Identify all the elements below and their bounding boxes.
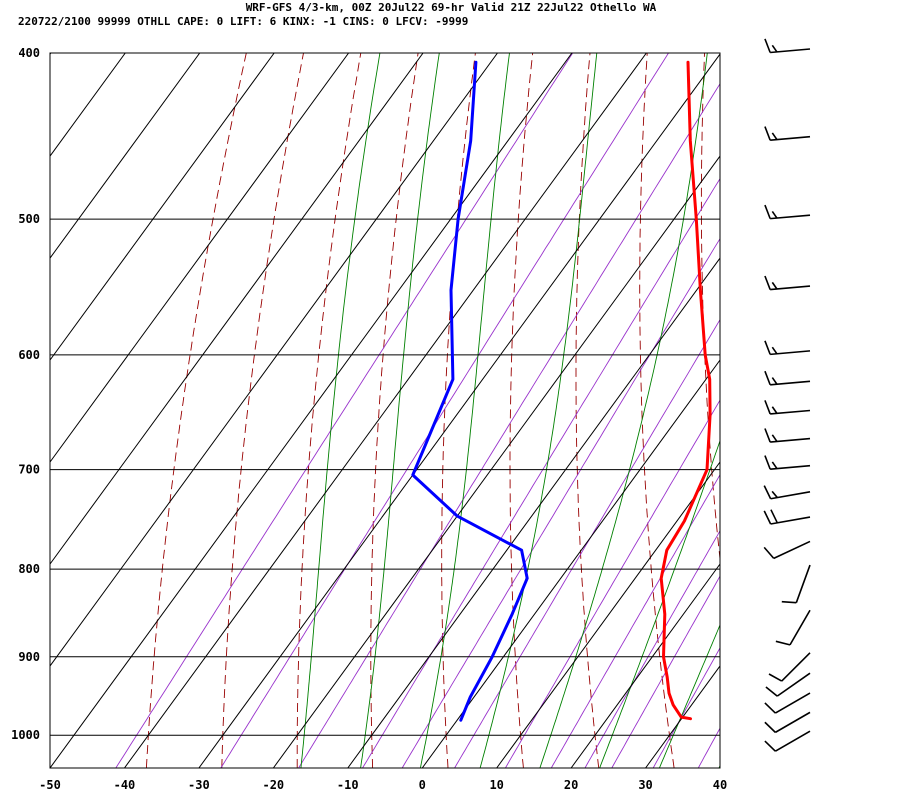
wind-barbs bbox=[763, 38, 811, 752]
wind-barb bbox=[768, 652, 811, 682]
dry-adiabat bbox=[761, 53, 825, 768]
plot-clip-group bbox=[50, 53, 900, 768]
mixing-ratio-line bbox=[220, 53, 669, 768]
wind-barb bbox=[764, 400, 811, 415]
isotherm bbox=[50, 53, 573, 768]
x-tick-label: 20 bbox=[564, 778, 578, 792]
y-tick-label: 700 bbox=[18, 463, 40, 477]
dry-adiabat bbox=[221, 53, 304, 768]
dry-adiabat bbox=[575, 53, 600, 768]
plot-area bbox=[49, 52, 900, 769]
moist-adiabat bbox=[419, 53, 510, 768]
header-line-2: 220722/2100 99999 OTHLL CAPE: 0 LIFT: 6 … bbox=[18, 15, 468, 28]
x-tick-label: -40 bbox=[114, 778, 136, 792]
x-tick-label: -30 bbox=[188, 778, 210, 792]
mixing-ratio-line bbox=[454, 318, 720, 768]
isotherm bbox=[421, 359, 720, 768]
dry-adiabat bbox=[441, 53, 476, 768]
x-tick-label: 40 bbox=[713, 778, 727, 792]
wind-barb bbox=[764, 455, 811, 470]
x-tick-label: 10 bbox=[489, 778, 503, 792]
wind-barb bbox=[765, 672, 811, 697]
dry-adiabat bbox=[876, 53, 900, 768]
mixing-ratio-line bbox=[298, 82, 720, 768]
isotherm bbox=[496, 461, 720, 768]
y-tick-label: 500 bbox=[18, 212, 40, 226]
moist-adiabat bbox=[360, 53, 440, 768]
isotherm bbox=[272, 155, 720, 768]
wind-barb bbox=[763, 485, 811, 500]
isotherm bbox=[50, 53, 424, 565]
mixing-ratio-line bbox=[550, 473, 720, 768]
wind-barb bbox=[764, 340, 811, 356]
dry-adiabat bbox=[700, 53, 720, 564]
dry-adiabat bbox=[370, 53, 419, 768]
temperature-trace bbox=[659, 60, 712, 721]
mixing-ratio-line bbox=[611, 575, 720, 768]
isotherm bbox=[50, 53, 201, 259]
dry-adiabat bbox=[639, 53, 675, 768]
moist-adiabat bbox=[658, 623, 720, 768]
x-tick-label: -50 bbox=[39, 778, 61, 792]
wind-barb bbox=[764, 370, 811, 386]
wind-barb bbox=[763, 540, 811, 560]
y-tick-label: 600 bbox=[18, 348, 40, 362]
x-tick-label: 30 bbox=[638, 778, 652, 792]
header-line-1: WRF-GFS 4/3-km, 00Z 20Jul22 69-hr Valid … bbox=[246, 1, 657, 14]
isotherm bbox=[347, 257, 720, 768]
wind-barb bbox=[764, 38, 811, 54]
x-tick-label: 0 bbox=[419, 778, 426, 792]
mixing-ratio-line bbox=[115, 53, 574, 768]
wind-barb bbox=[764, 204, 811, 220]
mixing-ratio-line bbox=[584, 529, 720, 768]
isotherm bbox=[50, 53, 350, 463]
dry-adiabat bbox=[509, 53, 534, 768]
wind-barb bbox=[781, 564, 811, 604]
wind-barb bbox=[775, 609, 811, 646]
isotherm bbox=[570, 563, 720, 768]
wind-barb bbox=[764, 126, 811, 141]
y-tick-label: 800 bbox=[18, 562, 40, 576]
y-tick-label: 400 bbox=[18, 46, 40, 60]
mixing-ratio-line bbox=[652, 647, 720, 768]
wind-barb bbox=[764, 711, 811, 734]
mixing-ratio-line bbox=[697, 727, 720, 768]
axis-tick-labels: -50 -40 -30 -20 -10 0 10 20 30 40 400 500 600 700 800 9… bbox=[11, 46, 727, 792]
x-tick-label: -10 bbox=[337, 778, 359, 792]
wind-barb bbox=[764, 428, 811, 443]
moist-adiabat bbox=[479, 53, 598, 768]
wind-barb bbox=[763, 509, 811, 525]
dry-adiabat bbox=[819, 53, 900, 768]
x-tick-label: -20 bbox=[262, 778, 284, 792]
isotherm bbox=[50, 53, 275, 361]
plot-frame bbox=[49, 52, 721, 769]
moist-adiabat bbox=[300, 53, 381, 768]
y-tick-label: 900 bbox=[18, 650, 40, 664]
isotherm bbox=[124, 53, 647, 768]
mixing-ratio-line bbox=[505, 399, 720, 768]
dewpoint-trace bbox=[411, 60, 529, 722]
isotherm bbox=[50, 53, 498, 667]
moist-adiabat bbox=[539, 53, 708, 768]
dry-adiabat bbox=[296, 53, 362, 768]
y-tick-label: 1000 bbox=[11, 728, 40, 742]
wind-barb bbox=[764, 275, 811, 291]
mixing-ratio-line bbox=[362, 177, 720, 768]
wind-barb bbox=[764, 692, 811, 714]
wind-barb bbox=[764, 730, 811, 752]
isotherm bbox=[198, 53, 720, 768]
mixing-ratio-line bbox=[401, 237, 720, 768]
